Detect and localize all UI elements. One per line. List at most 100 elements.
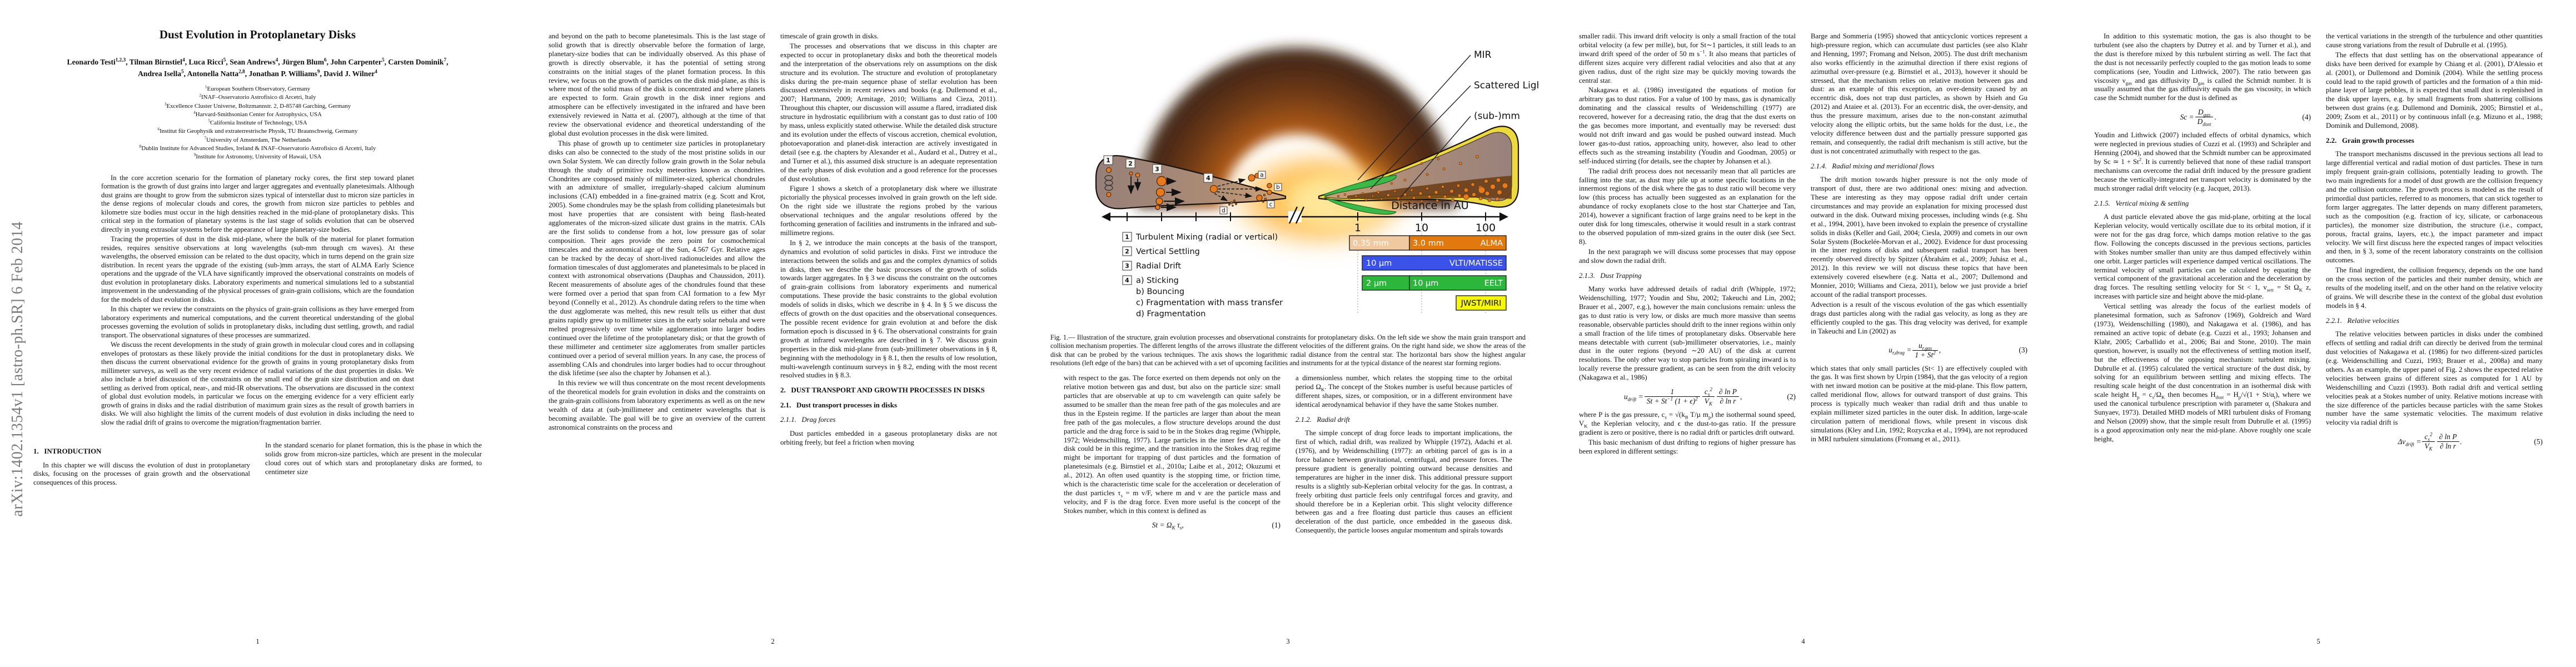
axis-tick-100: 100 xyxy=(1475,222,1495,234)
affiliation: 9Institute for Astronomy, University of … xyxy=(193,152,322,161)
subsection-heading: 2.1.3. Dust Trapping xyxy=(1579,271,1642,280)
paragraph: This phase of growth up to centimeter si… xyxy=(549,139,765,377)
paragraph: In § 2, we introduce the main concepts a… xyxy=(780,238,997,380)
page2-column-right: timescale of grain growth in disks. The p… xyxy=(780,32,997,616)
paragraph: Youdin and Lithwick (2007) included effe… xyxy=(2094,131,2311,192)
collision-a-marker: a xyxy=(1260,172,1263,178)
paragraph: timescale of grain growth in disks. xyxy=(780,32,879,40)
right-disk-wedge xyxy=(1318,126,1519,215)
paragraph: a dimensionless number, which relates th… xyxy=(1296,374,1512,409)
legend-item-radial-drift: Radial Drift xyxy=(1136,262,1181,271)
page-number: 5 xyxy=(2316,638,2320,645)
paragraph: A dust particle elevated above the gas m… xyxy=(2094,213,2311,301)
vlti-matisse-bar: 10 µm VLTI/MATISSE xyxy=(1361,255,1507,271)
equation-number: (3) xyxy=(2019,346,2027,354)
figure-1-caption: Fig. 1.— Illustration of the structure, … xyxy=(1050,334,1526,367)
affiliation: 5California Institute of Technology, USA xyxy=(208,118,307,127)
affiliation: 1European Southern Observatory, Germany xyxy=(205,84,311,93)
affiliation: 6Institut für Geophysik und extraterrest… xyxy=(157,126,358,135)
equation-number: (1) xyxy=(1272,520,1280,529)
paragraph: Many works have addressed details of rad… xyxy=(1579,285,1796,382)
page2-column-left: and beyond on the path to become planete… xyxy=(549,32,765,616)
page5-column-right: the vertical variations in the strength … xyxy=(2326,32,2543,616)
page-number: 2 xyxy=(771,638,775,645)
mir-label: MIR xyxy=(1474,49,1492,61)
jwst-miri-bar: JWST/MIRI xyxy=(1455,295,1507,311)
equation: St = ΩK τs, (1) xyxy=(1152,520,1280,531)
page3-column-left: with respect to the gas. The force exert… xyxy=(1064,374,1280,598)
page-4: smaller radii. This inward drift velocit… xyxy=(1546,0,2061,667)
page5-column-left: In addition to this systematic motion, t… xyxy=(2094,32,2311,616)
protoplanetary-disk-illustration: 1 2 3 4 xyxy=(1095,47,1546,318)
paragraph: the vertical variations in the strength … xyxy=(2326,32,2543,49)
paragraph: Dust particles embedded in a gaseous pro… xyxy=(780,429,997,446)
axis-tick-10: 10 xyxy=(1414,222,1428,234)
arxiv-watermark: arXiv:1402.1354v1 [astro-ph.SR] 6 Feb 20… xyxy=(9,221,26,517)
paragraph: The simple concept of drag force leads t… xyxy=(1296,429,1512,535)
paragraph: Tracing the properties of dust in the di… xyxy=(101,235,414,303)
paragraph: In the core accretion scenario for the f… xyxy=(101,173,414,233)
equation: udrift = 1 St + St−1 (1 + ϵ)2 cs2 VK ∂ ln … xyxy=(1624,386,1796,407)
subsection-heading: 2.1.2. Radial drift xyxy=(1296,415,1350,424)
paragraph: The effects that dust settling has on th… xyxy=(2326,51,2543,130)
alma-bar: 0.35 mm 3.0 mm ALMA xyxy=(1348,235,1507,251)
left-disk-wedge: 1 2 3 4 xyxy=(1095,155,1286,215)
paragraph: where P is the gas pressure, cs = √(kB T… xyxy=(1579,411,1796,436)
page-2: and beyond on the path to become planete… xyxy=(515,0,1030,667)
legend-item-bouncing: b) Bouncing xyxy=(1136,287,1184,296)
process-1-marker: 1 xyxy=(1106,157,1110,164)
paragraph: In this chapter we will discuss the evol… xyxy=(33,461,250,487)
affiliation: 2INAF–Osservatorio Astrofisico di Arcetr… xyxy=(199,92,316,101)
legend-key-4: 4 xyxy=(1125,277,1129,284)
alma-facility-label: ALMA xyxy=(1480,239,1503,248)
paragraph: Figure 1 shows a sketch of a protoplanet… xyxy=(780,185,997,237)
paragraph: This basic mechanism of dust drifting to… xyxy=(1579,438,1796,455)
author-list: Leonardo Testi1,2,3, Tilman Birnstiel4, … xyxy=(67,57,449,78)
alma-seg2-label: 3.0 mm xyxy=(1413,239,1444,248)
radial-drift-glyph xyxy=(1154,176,1185,211)
equation: Sc = Dgas Ddust. (4) xyxy=(2180,108,2311,127)
collision-d-marker: d xyxy=(1222,207,1225,214)
paragraph: In addition to this systematic motion, t… xyxy=(2094,32,2311,102)
collision-c-marker: c xyxy=(1269,201,1272,208)
page3-columns: with respect to the gas. The force exert… xyxy=(1064,374,1512,598)
paragraph: smaller radii. This inward drift velocit… xyxy=(1579,32,1796,84)
legend-item-turbulent-mixing: Turbulent Mixing (radial or vertical) xyxy=(1135,233,1278,242)
axis-left-arrow-icon xyxy=(1101,212,1110,221)
affiliation-list: 1European Southern Observatory, Germany 2… xyxy=(0,84,515,161)
section-heading: 1. INTRODUCTION xyxy=(33,447,102,456)
paragraph: We discuss the recent developments in th… xyxy=(101,341,414,426)
paper-title: Dust Evolution in Protoplanetary Disks xyxy=(159,28,356,41)
equation-number: (2) xyxy=(1787,392,1796,401)
resolution-bars: 0.35 mm 3.0 mm ALMA 10 µm VLTI/MATISSE 2… xyxy=(1348,235,1507,311)
axis-tick-1: 1 xyxy=(1354,222,1361,234)
subsection-heading: 2.1.4. Radial mixing and meridional flow… xyxy=(1811,162,1935,170)
paragraph: In the standard scenario for planet form… xyxy=(265,441,482,476)
affiliation: 8Dublin Institute for Advanced Studies, … xyxy=(139,143,376,152)
distance-axis: Distance in AU xyxy=(1101,200,1508,313)
affiliation: 7University of Amsterdam, The Netherland… xyxy=(204,135,311,143)
turbulent-mixing-glyph xyxy=(1104,167,1113,197)
paragraph: The transport mechanisms discussed in th… xyxy=(2326,150,2543,265)
process-3-marker: 3 xyxy=(1155,166,1159,173)
legend-item-vertical-settling: Vertical Settling xyxy=(1136,247,1200,256)
paragraph: The processes and observations that we d… xyxy=(780,42,997,183)
paragraph: which states that only small particles (… xyxy=(1811,364,2027,443)
legend-item-fragmentation: d) Fragmentation xyxy=(1136,310,1205,318)
page3-column-right: a dimensionless number, which relates th… xyxy=(1296,374,1512,598)
affiliation: 3Excellence Cluster Universe, Boltzmanns… xyxy=(164,101,351,109)
paragraph: with respect to the gas. The force exert… xyxy=(1064,374,1280,515)
equation-number: (4) xyxy=(2302,112,2311,121)
eelt-facility-label: EELT xyxy=(1484,279,1502,288)
collision-b-marker: b xyxy=(1276,184,1280,191)
paragraph: Nakagawa et al. (1986) investigated the … xyxy=(1579,86,1796,165)
page-number: 1 xyxy=(256,638,260,645)
legend-item-fragmentation-mass-transfer: c) Fragmentation with mass transfer xyxy=(1136,298,1283,307)
page-number: 3 xyxy=(1286,638,1290,645)
subsection-heading: 2.1.5. Vertical mixing & settling xyxy=(2094,199,2189,207)
subsection-heading: 2.2.1. Relative velocities xyxy=(2326,316,2399,325)
section-heading: 2. DUST TRANSPORT AND GROWTH PROCESSES I… xyxy=(780,386,985,395)
section-heading: 2.1. Dust transport processes in disks xyxy=(780,401,897,409)
eelt-bar: 2 µm 10 µm EELT xyxy=(1361,275,1507,291)
